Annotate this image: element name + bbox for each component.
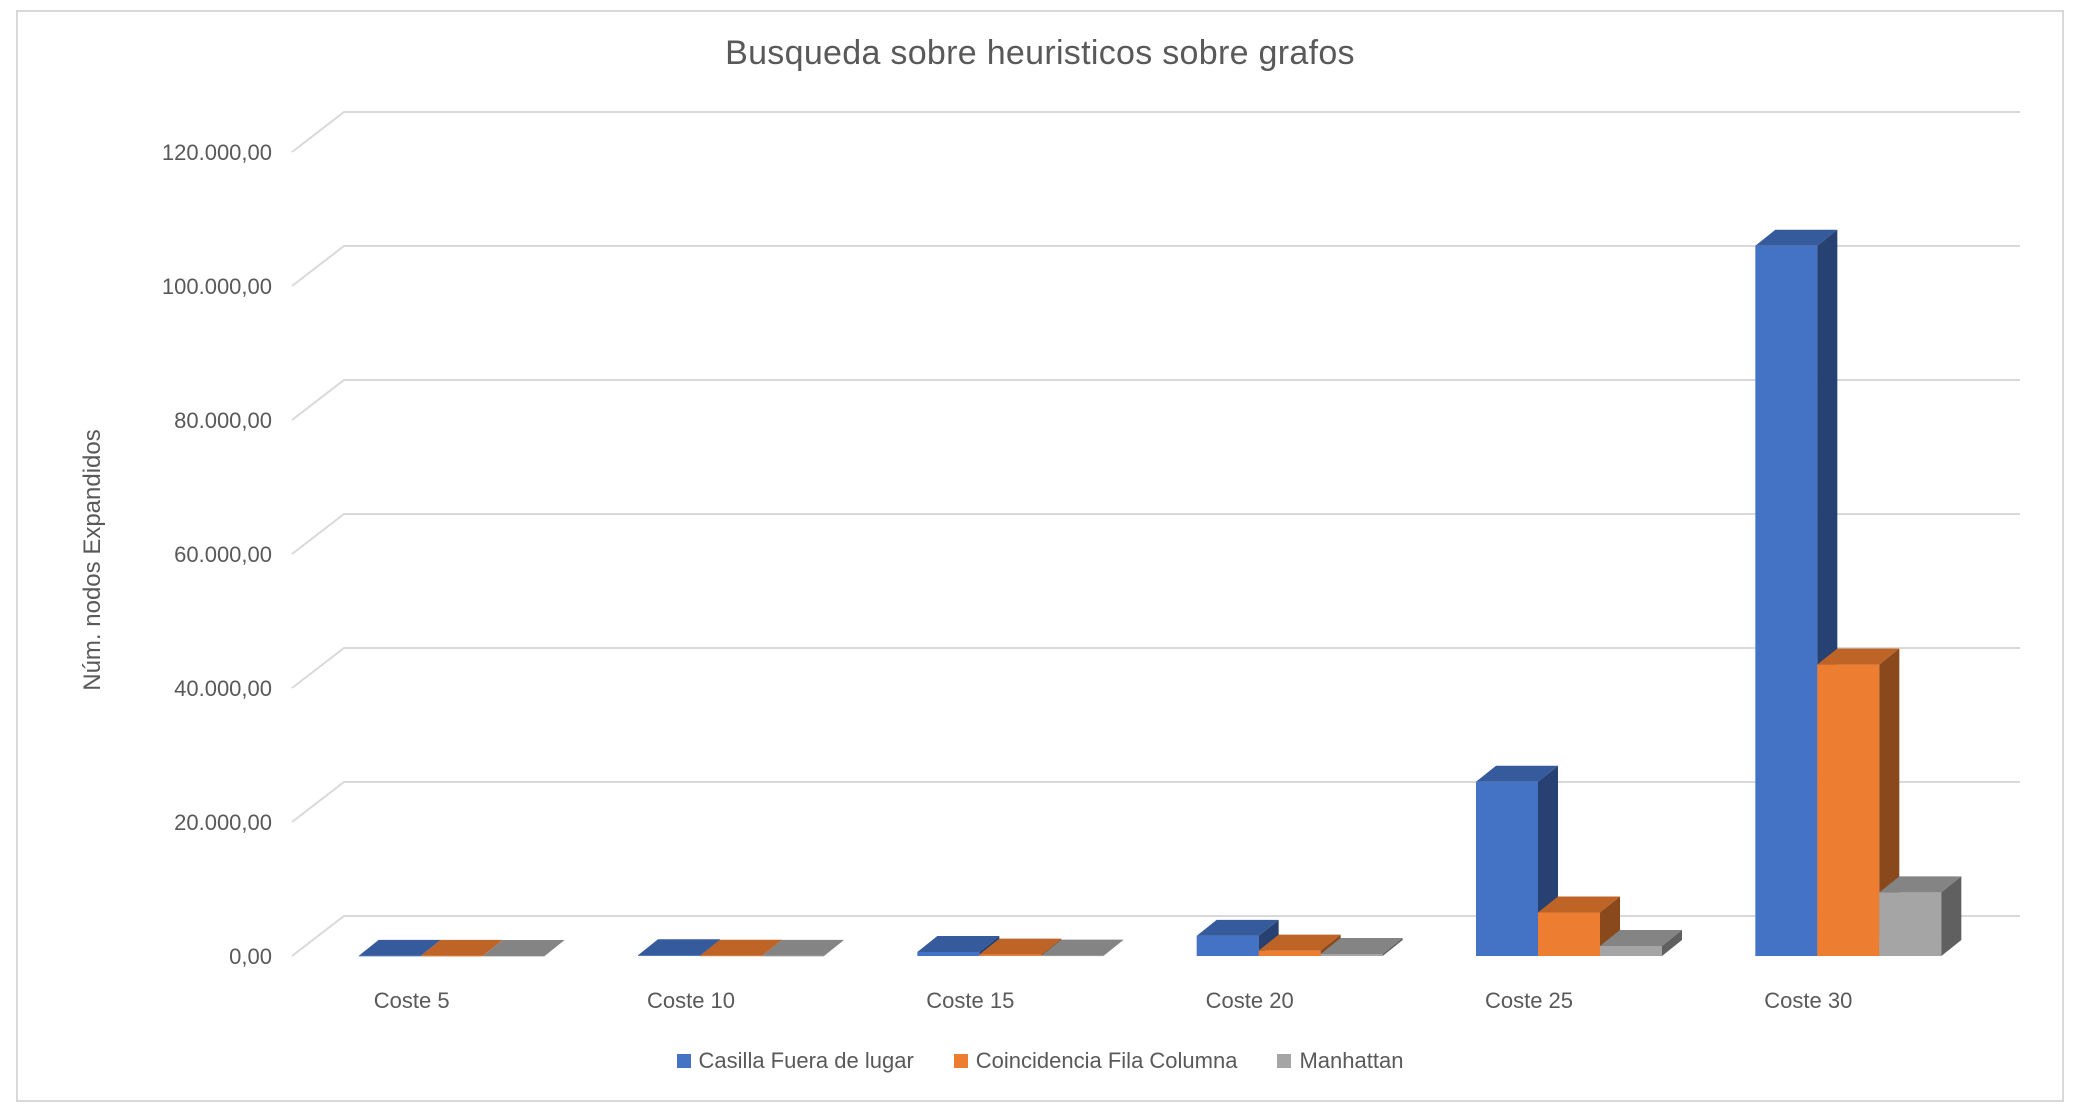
bar bbox=[762, 955, 824, 957]
bar-top bbox=[700, 939, 782, 956]
bar bbox=[358, 955, 421, 957]
y-tick-label: 120.000,00 bbox=[162, 140, 272, 165]
y-tick-label: 100.000,00 bbox=[162, 274, 272, 299]
bar-side bbox=[1879, 648, 1900, 956]
bar-top bbox=[917, 935, 1000, 952]
bar-top bbox=[1600, 929, 1682, 946]
bar-top bbox=[1041, 939, 1124, 956]
bar-top bbox=[1476, 765, 1558, 782]
bar-top bbox=[420, 939, 503, 956]
x-tick-label: Coste 30 bbox=[1764, 988, 1852, 1013]
y-tick-label: 80.000,00 bbox=[174, 408, 272, 433]
bar-top bbox=[1258, 934, 1341, 951]
bar-top bbox=[1879, 876, 1962, 893]
bar bbox=[1755, 245, 1818, 957]
gridline bbox=[291, 915, 2020, 957]
y-tick-label: 60.000,00 bbox=[174, 542, 272, 567]
bar bbox=[979, 954, 1042, 956]
gridline bbox=[291, 245, 2020, 287]
bar bbox=[1196, 935, 1259, 956]
bar bbox=[482, 955, 545, 957]
gridline bbox=[291, 781, 2020, 823]
bar-side bbox=[544, 939, 565, 956]
bar-side bbox=[1103, 939, 1124, 956]
y-tick-label: 0,00 bbox=[229, 944, 272, 969]
bar-top bbox=[1538, 896, 1620, 913]
bar-top bbox=[1817, 648, 1900, 665]
x-tick-label: Coste 15 bbox=[926, 988, 1014, 1013]
y-tick-label: 40.000,00 bbox=[174, 676, 272, 701]
gridline bbox=[291, 647, 2020, 689]
chart-title: Busqueda sobre heuristicos sobre grafos bbox=[725, 34, 1355, 72]
bar bbox=[1258, 950, 1321, 956]
bar-top bbox=[979, 938, 1062, 955]
bar-side bbox=[1941, 876, 1962, 956]
chart-frame bbox=[16, 10, 2064, 1102]
bar-top bbox=[1320, 937, 1403, 954]
bar-top bbox=[1755, 229, 1838, 246]
legend-swatch-coincidencia bbox=[953, 1054, 968, 1068]
bar-top bbox=[358, 939, 441, 956]
bar bbox=[700, 955, 762, 957]
x-tick-label: Coste 25 bbox=[1485, 988, 1573, 1013]
legend-item-casilla: Casilla Fuera de lugar bbox=[676, 1048, 914, 1074]
legend-label-coincidencia: Coincidencia Fila Columna bbox=[975, 1048, 1238, 1073]
legend-swatch-casilla bbox=[676, 1054, 691, 1068]
legend-item-coincidencia: Coincidencia Fila Columna bbox=[953, 1048, 1238, 1074]
bar bbox=[420, 955, 483, 957]
x-tick-label: Coste 10 bbox=[647, 988, 735, 1013]
bar-top bbox=[762, 939, 844, 956]
bar-side bbox=[1382, 937, 1403, 956]
bar bbox=[1538, 912, 1600, 956]
bar bbox=[1879, 892, 1942, 956]
x-tick-label: Coste 20 bbox=[1206, 988, 1294, 1013]
bar-top bbox=[638, 939, 720, 956]
legend: Casilla Fuera de lugar Coincidencia Fila… bbox=[0, 1048, 2080, 1074]
bar-side bbox=[1662, 929, 1682, 956]
legend-label-manhattan: Manhattan bbox=[1299, 1048, 1404, 1073]
bar-side bbox=[824, 939, 844, 956]
bar bbox=[1817, 664, 1880, 956]
bar bbox=[1600, 945, 1662, 956]
legend-item-manhattan: Manhattan bbox=[1277, 1048, 1403, 1074]
bar bbox=[1476, 781, 1538, 956]
gridline bbox=[291, 513, 2020, 555]
bar-top bbox=[482, 939, 565, 956]
gridline bbox=[291, 111, 2020, 153]
legend-swatch-manhattan bbox=[1277, 1054, 1292, 1068]
x-tick-label: Coste 5 bbox=[374, 988, 450, 1013]
bar bbox=[917, 951, 980, 956]
bar bbox=[638, 955, 700, 956]
legend-label-casilla: Casilla Fuera de lugar bbox=[698, 1048, 914, 1073]
bar-top bbox=[1196, 919, 1279, 936]
bar bbox=[1320, 953, 1383, 956]
gridline bbox=[291, 379, 2020, 421]
y-tick-label: 20.000,00 bbox=[174, 810, 272, 835]
bar bbox=[1041, 955, 1104, 957]
